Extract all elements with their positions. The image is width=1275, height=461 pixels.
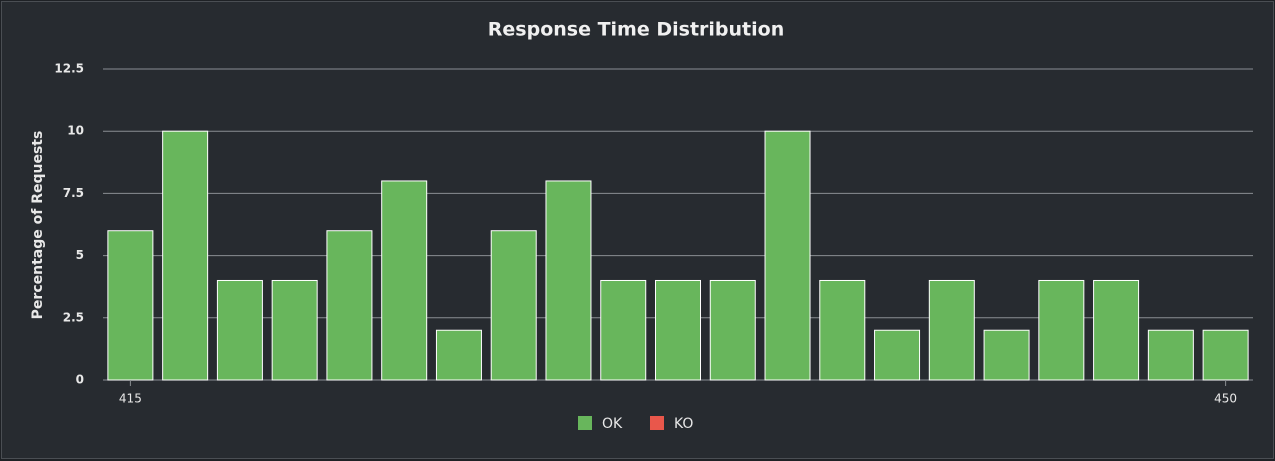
bar bbox=[271, 279, 318, 381]
y-axis-label: Percentage of Requests bbox=[30, 131, 46, 320]
bar bbox=[326, 230, 373, 381]
y-tick-label: 12.5 bbox=[54, 62, 84, 76]
legend-swatch bbox=[650, 416, 664, 430]
bar bbox=[709, 279, 756, 381]
x-tick-label: 415 bbox=[119, 392, 142, 406]
bar bbox=[381, 180, 428, 381]
bar bbox=[983, 329, 1030, 381]
bar bbox=[1038, 279, 1085, 381]
legend-label: KO bbox=[674, 416, 693, 432]
bar bbox=[655, 279, 701, 381]
bar bbox=[600, 279, 647, 381]
y-tick-label: 2.5 bbox=[63, 310, 84, 324]
bar bbox=[435, 329, 482, 381]
bar bbox=[162, 130, 209, 381]
y-tick-label: 5 bbox=[76, 248, 84, 262]
y-tick-label: 10 bbox=[67, 124, 84, 138]
bar bbox=[1093, 279, 1140, 381]
bar bbox=[928, 279, 975, 381]
chart-title: Response Time Distribution bbox=[488, 19, 784, 41]
x-tick-label: 450 bbox=[1214, 392, 1237, 406]
bar bbox=[107, 230, 154, 381]
bar bbox=[1202, 329, 1249, 381]
bar bbox=[216, 279, 263, 381]
bar bbox=[490, 230, 537, 381]
bar bbox=[764, 130, 811, 381]
bar bbox=[819, 279, 866, 381]
bar bbox=[874, 329, 921, 381]
bar bbox=[1147, 329, 1194, 381]
legend-label: OK bbox=[602, 416, 623, 432]
y-tick-label: 7.5 bbox=[63, 186, 84, 200]
legend-swatch bbox=[578, 416, 592, 430]
y-tick-label: 0 bbox=[76, 373, 84, 387]
bar bbox=[545, 180, 592, 381]
